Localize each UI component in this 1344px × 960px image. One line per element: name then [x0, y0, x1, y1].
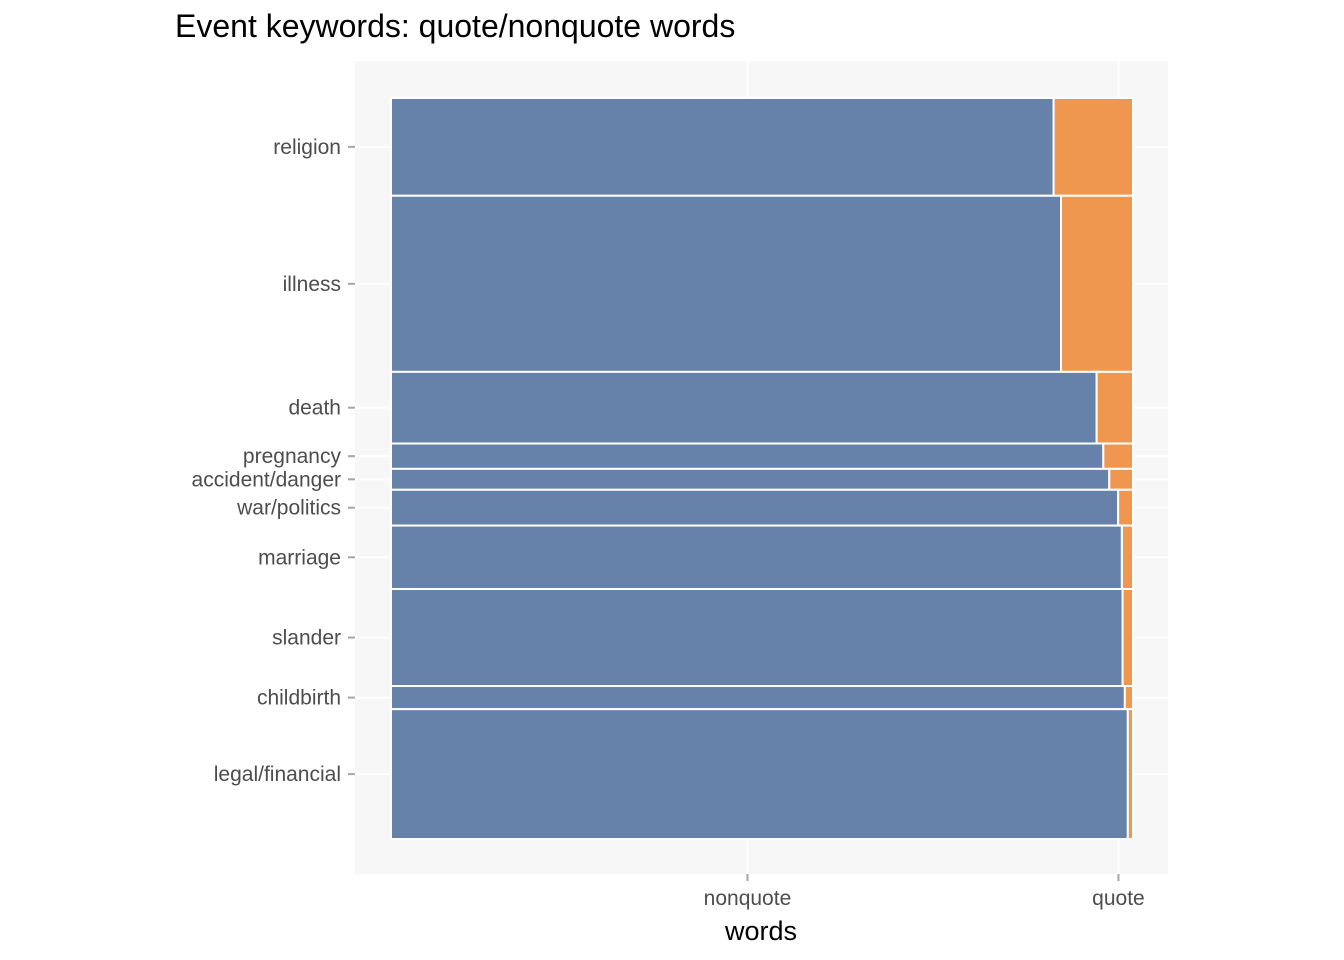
- y-tick-label: legal/financial: [214, 763, 341, 786]
- y-tick-label: marriage: [258, 546, 341, 569]
- tile-quote-religion: [1052, 97, 1134, 197]
- y-tick-label: death: [288, 397, 341, 420]
- tile-quote-childbirth: [1123, 685, 1135, 711]
- tile-quote-illness: [1060, 194, 1134, 373]
- tile-nonquote-war-politics: [390, 488, 1120, 527]
- x-tick-label: nonquote: [704, 887, 792, 910]
- tile-quote-war-politics: [1117, 488, 1135, 527]
- tile-nonquote-religion: [390, 97, 1055, 197]
- y-tick-label: slander: [272, 627, 341, 650]
- y-tick-label: war/politics: [236, 497, 341, 520]
- y-axis: religion illness death pregnancyaccident/da…: [192, 136, 355, 786]
- tile-quote-death: [1095, 370, 1134, 445]
- tile-quote-marriage: [1120, 524, 1134, 591]
- tile-quote-slander: [1121, 588, 1135, 688]
- y-tick-label: accident/danger: [192, 468, 341, 491]
- tile-nonquote-legal-financial: [390, 708, 1129, 840]
- y-tick-label: illness: [283, 273, 341, 296]
- x-tick-label: quote: [1092, 887, 1145, 910]
- tile-nonquote-marriage: [390, 524, 1123, 591]
- y-tick-label: pregnancy: [243, 445, 342, 468]
- y-tick-label: religion: [273, 136, 341, 159]
- tile-nonquote-childbirth: [390, 685, 1126, 711]
- tile-quote-accident-danger: [1108, 467, 1134, 491]
- tile-quote-legal-financial: [1126, 708, 1135, 840]
- tile-nonquote-pregnancy: [390, 442, 1105, 470]
- y-tick-label: childbirth: [257, 687, 341, 710]
- tile-quote-pregnancy: [1102, 442, 1134, 470]
- chart-title: Event keywords: quote/nonquote words: [175, 8, 736, 44]
- tile-nonquote-accident-danger: [390, 467, 1111, 491]
- tile-nonquote-death: [390, 370, 1098, 445]
- x-axis-title: words: [724, 916, 797, 946]
- tile-nonquote-illness: [390, 194, 1063, 373]
- tile-nonquote-slander: [390, 588, 1124, 688]
- x-axis: nonquote quote: [704, 874, 1145, 910]
- mosaic-tiles: [390, 97, 1135, 840]
